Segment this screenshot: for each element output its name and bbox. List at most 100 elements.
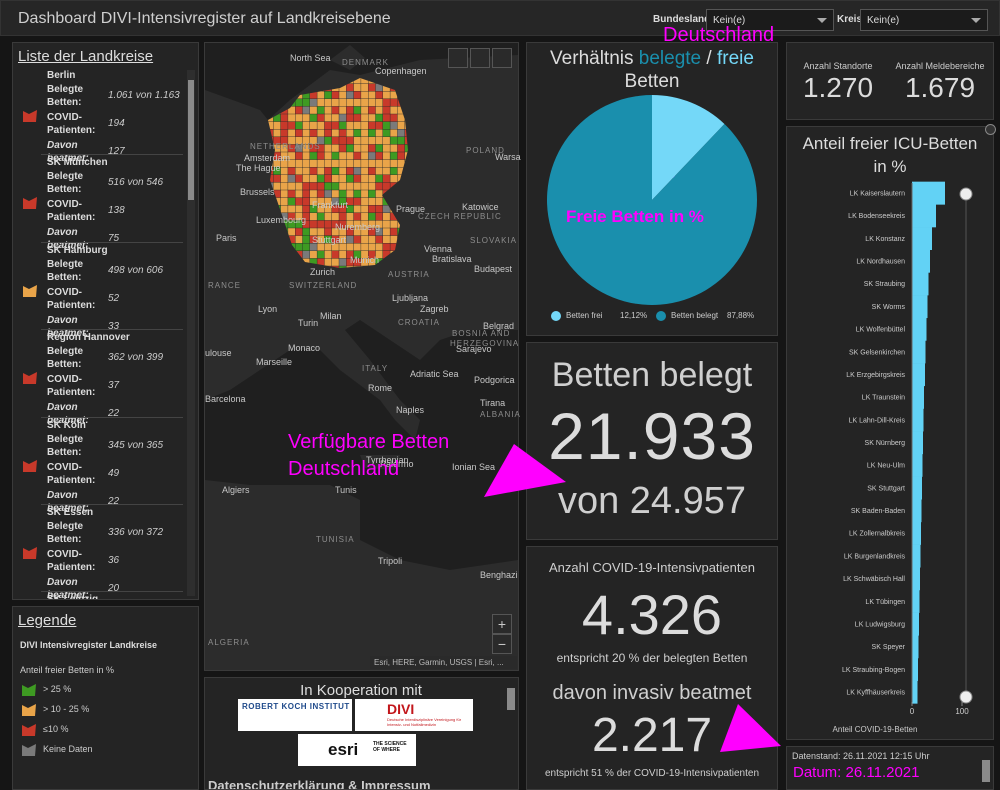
field-value: 498 von 606 <box>108 264 164 276</box>
legend-label: ≤10 % <box>43 724 69 734</box>
legend-title: Legende <box>18 612 77 629</box>
logo-divi[interactable]: DIVI Deutsche Interdisziplinäre Vereinigu… <box>355 699 473 731</box>
status-text: Datenstand: 26.11.2021 12:15 Uhr <box>792 751 930 761</box>
list-panel <box>12 42 199 600</box>
field-label: Belegte Betten: <box>47 258 84 283</box>
symbol-shape <box>22 704 36 716</box>
map-label: Zagreb <box>420 304 449 314</box>
field-label: COVID-Patienten: <box>47 112 96 136</box>
scroll-thumb[interactable] <box>188 80 194 200</box>
map-label: Turin <box>298 318 319 328</box>
zoom-button[interactable]: + <box>492 614 512 634</box>
symbol-shape <box>23 110 37 122</box>
map-label: Stuttgart <box>312 235 347 245</box>
map-label: BOSNIA AND <box>452 329 511 338</box>
map-label: Paris <box>216 233 237 243</box>
field-label: COVID-Patienten: <box>47 286 96 311</box>
item-name: SK Leipzig <box>47 594 98 599</box>
field-value: 127 <box>108 146 125 157</box>
map-label: CROATIA <box>398 318 440 327</box>
field-value: 52 <box>108 292 120 304</box>
map-label: ITALY <box>362 364 389 373</box>
symbol-shape <box>23 547 37 559</box>
list-title: Liste der Landkreise <box>18 48 154 65</box>
field-value: 1.061 von 1.163 <box>108 90 180 101</box>
zoom-button[interactable]: − <box>492 634 512 654</box>
filter-select[interactable]: Kein(e) <box>860 9 988 31</box>
field-value: 36 <box>108 555 120 566</box>
map-label: North Sea <box>290 53 331 63</box>
field-value: 33 <box>108 320 120 332</box>
map-label: Naples <box>396 405 425 415</box>
filter-select[interactable]: Kein(e) <box>706 9 834 31</box>
symbol <box>23 110 37 122</box>
map-label: Sarajevo <box>456 344 492 354</box>
map-label: Tunis <box>335 485 357 495</box>
symbol <box>23 459 37 472</box>
map-label: Vienna <box>424 244 452 254</box>
symbol-shape <box>23 372 37 385</box>
beds-value: 21.933 <box>548 399 756 473</box>
item-name: SK Hamburg <box>47 244 108 256</box>
logo-subtext: Deutsche Interdisziplinäre Vereinigung f… <box>387 717 462 727</box>
map-label: Nuremberg <box>335 222 381 232</box>
symbol <box>22 744 36 756</box>
field-value: 194 <box>108 118 125 129</box>
map-label: Barcelona <box>205 394 246 404</box>
value-label: 87,88% <box>727 311 755 320</box>
map-label: Monaco <box>288 343 321 353</box>
logo-text: esri <box>328 740 359 759</box>
dropdown-arrow <box>817 18 827 23</box>
covid-note: entspricht 20 % der belegten Betten <box>556 651 748 665</box>
field-label: Belegte Betten: <box>47 521 84 545</box>
map-label: Belgrad <box>483 321 515 331</box>
item-name: SK München <box>47 157 108 169</box>
separator <box>41 416 183 418</box>
separator <box>41 504 183 505</box>
symbol <box>23 197 37 210</box>
covid-title: Anzahl COVID-19-Intensivpatienten <box>549 560 755 575</box>
status-scroll[interactable] <box>982 760 990 782</box>
map-label: Warsa <box>495 152 521 162</box>
home-button[interactable] <box>470 48 490 68</box>
symbol-shape <box>23 197 37 210</box>
filter-label: Kreis <box>837 14 863 25</box>
map-attribution: Esri, HERE, Garmin, USGS | Esri, ... <box>370 656 517 669</box>
value-label: 12,12% <box>620 311 648 320</box>
item-name: Region Hannover <box>47 332 130 344</box>
legend-label: > 10 - 25 % <box>43 704 90 714</box>
map-panel <box>204 42 519 671</box>
layers-button[interactable] <box>492 48 512 68</box>
legend-label: Betten belegt <box>671 311 719 320</box>
logo-rki[interactable]: ROBERT KOCH INSTITUT <box>238 699 352 731</box>
symbol <box>23 547 37 559</box>
partners-scroll[interactable] <box>507 688 515 710</box>
partners-link[interactable]: Datenschutzerklärung & Impressum <box>208 778 431 789</box>
item-name: Berlin <box>47 70 76 81</box>
map-label: Brussels <box>240 187 275 197</box>
ventilated-value: 2.217 <box>591 709 713 762</box>
map-label: Bratislava <box>432 254 472 264</box>
title-part: freie <box>716 48 754 69</box>
symbol-shape <box>23 284 37 297</box>
map-label: Marseille <box>256 357 293 367</box>
field-value: 516 von 546 <box>108 177 164 189</box>
map-label: Prague <box>396 204 426 214</box>
separator <box>41 329 183 331</box>
separator <box>41 154 183 156</box>
symbol <box>22 724 36 736</box>
beds-total: von 24.957 <box>557 480 747 522</box>
symbol <box>23 284 37 297</box>
expand-button[interactable] <box>985 124 996 135</box>
symbol-shape <box>22 684 36 696</box>
scroll-track[interactable] <box>187 70 195 596</box>
status-panel <box>786 746 994 790</box>
item-name: SK Köln <box>47 419 86 431</box>
search-button[interactable] <box>448 48 468 68</box>
map-label: Podgorica <box>474 375 515 385</box>
separator <box>41 591 183 593</box>
partners-title: In Kooperation mit <box>300 682 422 699</box>
legend-label: Betten frei <box>566 311 603 320</box>
logo-esri[interactable]: esri THE SCIENCE OF WHERE <box>298 734 416 766</box>
